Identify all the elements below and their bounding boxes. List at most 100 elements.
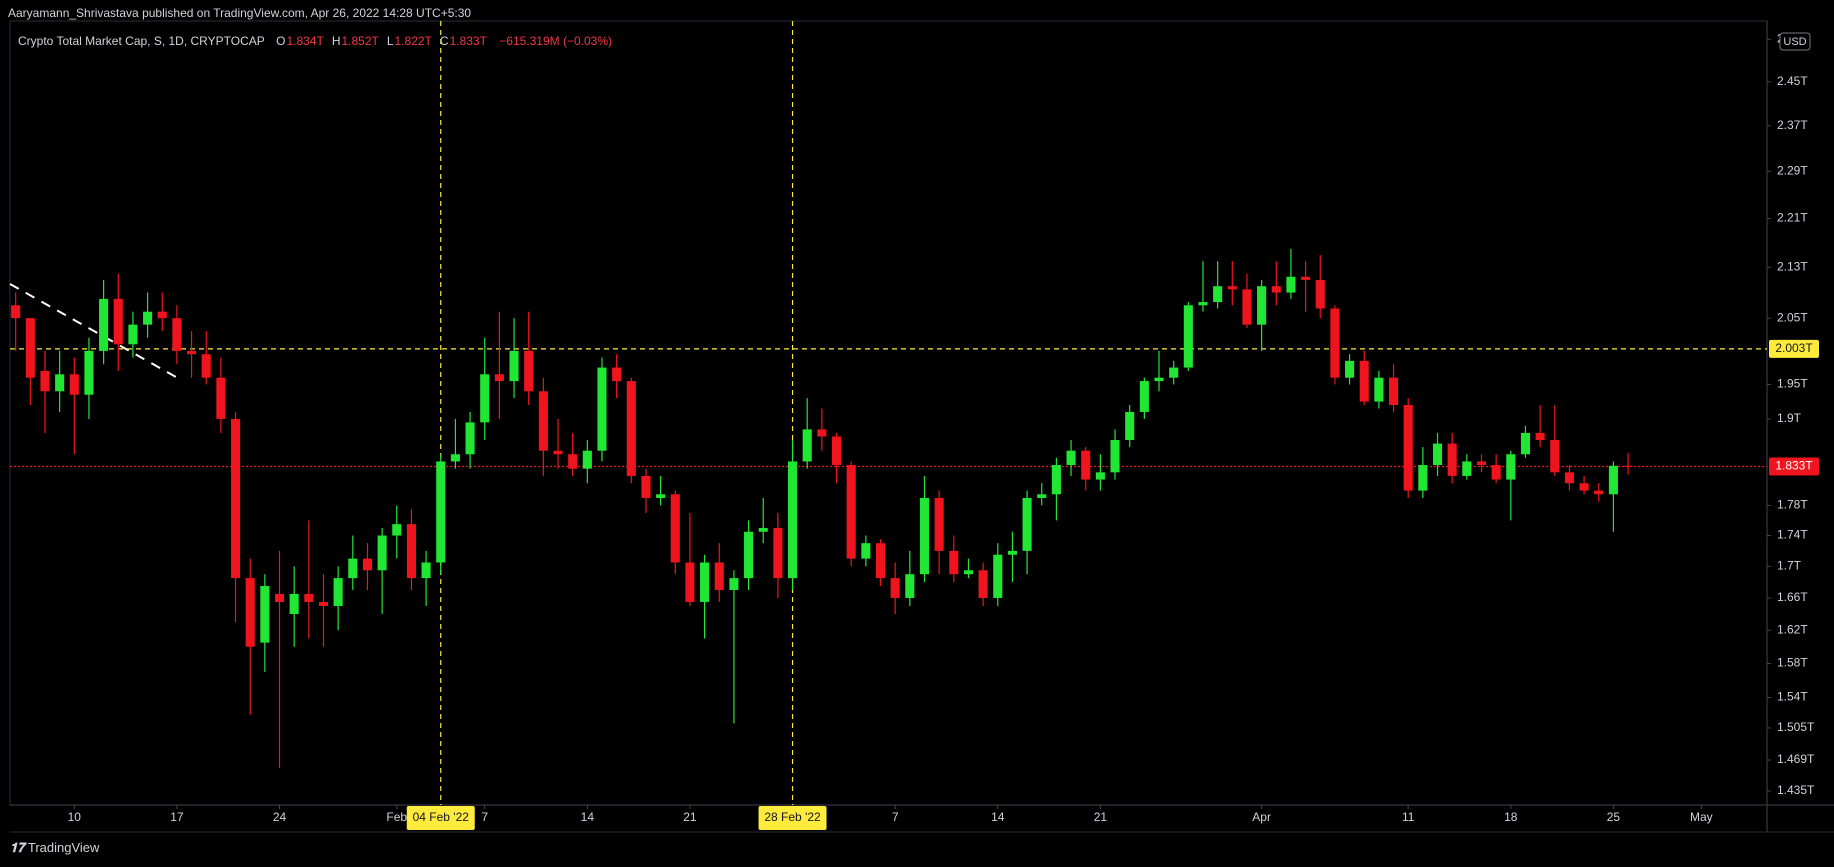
candle-body (1520, 432, 1531, 455)
price-label-bg (1769, 457, 1819, 476)
candle-body (465, 422, 475, 455)
y-tick-label: 1.62T (1777, 622, 1808, 636)
candle-body (1154, 377, 1164, 382)
candle-body (744, 531, 754, 579)
candle-body (11, 305, 21, 319)
candle-body (1095, 472, 1105, 480)
y-tick-label: 2.37T (1777, 118, 1808, 132)
plot-layer (10, 21, 1767, 805)
candle-body (802, 429, 812, 462)
candle-body (758, 527, 768, 532)
candle-body (817, 429, 827, 437)
currency-bg (1779, 32, 1811, 51)
candle-body (626, 381, 636, 476)
candle-body (1242, 289, 1252, 325)
x-tick-label: Apr (1252, 810, 1271, 824)
candle-body (318, 601, 329, 606)
x-tick-label: May (1690, 810, 1713, 824)
candle-body (1550, 440, 1560, 473)
candle-body (963, 570, 973, 575)
candle-body (582, 450, 592, 469)
y-tick-label: 1.435T (1777, 783, 1815, 797)
candle-body (1139, 381, 1149, 412)
x-tick-label: 10 (68, 810, 82, 824)
candle-body (1110, 440, 1120, 473)
candle-body (831, 436, 842, 466)
candle-body (1403, 405, 1413, 491)
price-label: 1.833T (1775, 459, 1813, 473)
candle-body (494, 374, 504, 382)
brand-name[interactable]: TradingView (27, 840, 100, 855)
candle-body (157, 311, 167, 319)
price-label-bg (1769, 339, 1819, 358)
candle-body (143, 311, 153, 325)
symbol-name: Crypto Total Market Cap, S, 1D, CRYPTOCA… (18, 34, 265, 48)
candle-body (1345, 360, 1355, 378)
candle-body (1227, 286, 1237, 290)
candle-body (69, 374, 79, 395)
candle-body (949, 550, 959, 575)
candle-body (84, 350, 94, 395)
brand[interactable]: 𝟏𝟕 TradingView (10, 840, 100, 855)
y-tick-label: 2.45T (1777, 74, 1808, 88)
ohlc-key: C (439, 34, 449, 48)
candle-body (40, 370, 50, 392)
x-tick-label: 21 (683, 810, 697, 824)
x-tick-label: 7 (892, 810, 899, 824)
candle-body (1388, 377, 1399, 406)
candle-body (1491, 465, 1501, 480)
candle-body (304, 593, 314, 602)
y-tick-label: 1.58T (1777, 656, 1808, 670)
y-tick-label: 1.9T (1777, 411, 1802, 425)
candle-body (1506, 454, 1516, 480)
candle-body (348, 558, 358, 579)
ohlc-value: 1.834T (286, 34, 324, 48)
candle-body (1447, 443, 1457, 476)
y-tick-label: 1.469T (1777, 752, 1815, 766)
candle-body (201, 354, 211, 378)
candle-body (113, 298, 123, 345)
candle-body (1535, 432, 1545, 441)
y-tick-label: 1.78T (1777, 498, 1808, 512)
candle-body (436, 461, 446, 563)
candle-body (1125, 411, 1135, 441)
x-tick-label: 7 (481, 810, 488, 824)
candle-body (1301, 276, 1311, 280)
candle-body (1066, 450, 1076, 466)
candle-body (641, 475, 651, 498)
y-tick-label: 2.29T (1777, 164, 1808, 178)
candle-body (714, 562, 724, 590)
y-tick-label: 1.54T (1777, 690, 1808, 704)
candle-body (1315, 279, 1325, 309)
crosshair-label-bg (758, 806, 827, 830)
price-label: 2.003T (1775, 341, 1813, 355)
candle-body (1081, 450, 1091, 480)
candle-body (905, 574, 915, 598)
candle-body (1051, 465, 1061, 495)
y-tick-label: 1.505T (1777, 720, 1815, 734)
ohlc-value: 1.852T (341, 34, 379, 48)
candle-body (1623, 465, 1633, 467)
ohlc-key: L (386, 34, 394, 48)
candle-body (1359, 360, 1369, 402)
ohlc: O1.834T H1.852T L1.822T C1.833T (276, 34, 495, 48)
publish-info: Aaryamann_Shrivastava published on Tradi… (8, 6, 472, 20)
candle-body (890, 578, 900, 598)
candle-body (450, 454, 460, 462)
candle-body (1418, 465, 1428, 491)
ohlc-value: 1.822T (394, 34, 432, 48)
candle-body (670, 494, 680, 563)
candle-body (377, 535, 387, 571)
candle-body (685, 562, 695, 602)
candle-body (289, 593, 299, 615)
candle-body (1286, 276, 1296, 293)
x-tick-label: 25 (1607, 810, 1621, 824)
candle-body (1257, 286, 1267, 325)
trend-line (9, 283, 177, 378)
candle-body (846, 465, 856, 559)
candle-body (172, 318, 182, 351)
candle-body (1579, 483, 1589, 491)
candle-body (1169, 367, 1179, 378)
candle-body (524, 350, 534, 392)
